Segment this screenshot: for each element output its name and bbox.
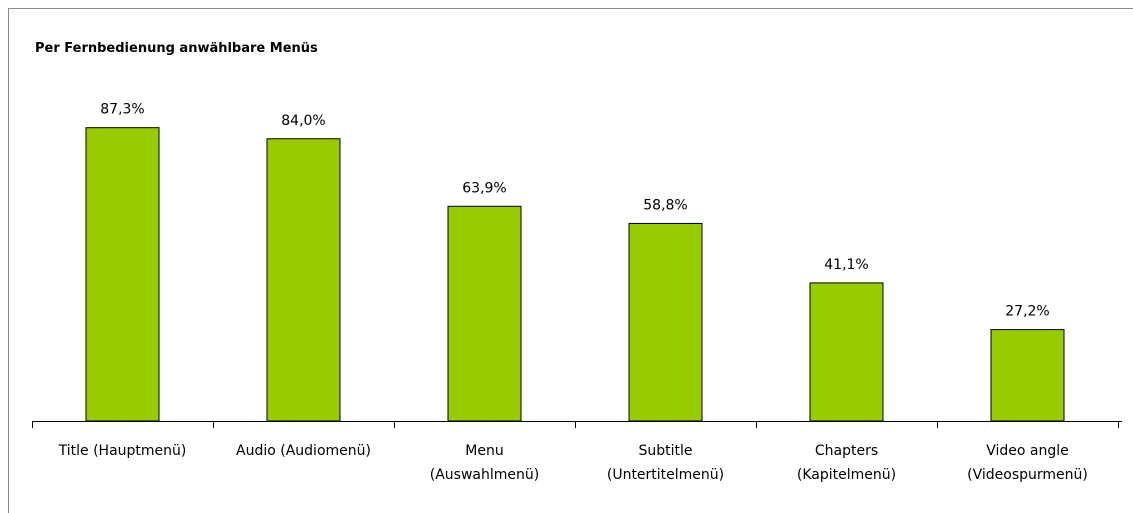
value-label: 27,2% xyxy=(1005,304,1049,320)
bar xyxy=(266,138,341,422)
x-tick-label: Menu (Auswahlmenü) xyxy=(429,443,540,483)
x-tick-label: Chapters (Kapitelmenü) xyxy=(796,443,897,483)
x-tick-label: Title (Hauptmenü) xyxy=(58,443,187,459)
bar xyxy=(447,205,522,422)
value-label: 84,0% xyxy=(281,113,325,129)
bar xyxy=(85,127,160,422)
bar xyxy=(990,329,1065,422)
value-label: 58,8% xyxy=(643,197,687,213)
x-tick-label: Video angle (Videospurmenü) xyxy=(967,443,1088,483)
value-label: 41,1% xyxy=(824,257,868,273)
x-tick-label: Subtitle (Untertitelmenü) xyxy=(606,443,725,483)
x-tick-label: Audio (Audiomenü) xyxy=(236,443,371,459)
chart-title: Per Fernbedienung anwählbare Menüs xyxy=(35,41,318,56)
value-label: 63,9% xyxy=(462,180,506,196)
value-label: 87,3% xyxy=(100,102,144,118)
bar xyxy=(628,222,703,422)
bar xyxy=(809,282,884,422)
chart-border xyxy=(8,8,1133,513)
